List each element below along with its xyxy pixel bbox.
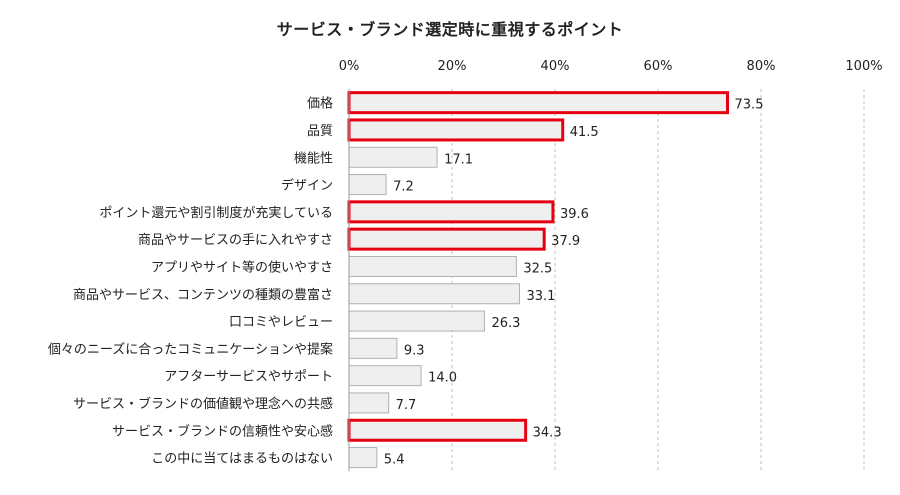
value-label: 39.6 [560, 207, 589, 222]
category-label: 品質 [307, 124, 333, 139]
bar-highlighted [347, 118, 565, 142]
bar [348, 392, 390, 414]
bar [348, 365, 422, 387]
chart-title: サービス・ブランド選定時に重視するポイント [276, 20, 624, 39]
x-tick-label: 60% [644, 59, 673, 74]
bar [348, 337, 398, 359]
value-label: 9.3 [404, 343, 425, 358]
bar-highlighted [347, 200, 555, 224]
bar [348, 174, 387, 196]
value-label: 34.3 [533, 425, 562, 440]
value-label: 37.9 [551, 234, 580, 249]
category-label: デザイン [281, 178, 333, 194]
category-label: サービス・ブランドの信頼性や安心感 [112, 423, 333, 439]
category-label: アプリやサイト等の使いやすさ [151, 259, 333, 275]
value-label: 33.1 [526, 289, 555, 304]
category-label: 口コミやレビュー [229, 315, 333, 330]
value-label: 32.5 [523, 261, 552, 276]
bar-highlighted [347, 227, 546, 251]
x-tick-label: 20% [438, 59, 467, 74]
value-label: 73.5 [735, 98, 764, 113]
category-label: 個々のニーズに合ったコミュニケーションや提案 [48, 341, 333, 357]
x-tick-label: 0% [339, 59, 360, 74]
value-label: 17.1 [444, 152, 473, 167]
bar [348, 447, 378, 469]
bar [348, 310, 485, 332]
x-tick-label: 40% [541, 59, 570, 74]
value-label: 14.0 [428, 371, 457, 386]
bar-highlighted [347, 418, 528, 442]
category-label: ポイント還元や割引制度が充実している [99, 205, 333, 221]
x-tick-label: 80% [747, 59, 776, 74]
value-label: 7.2 [393, 180, 414, 195]
value-label: 7.7 [396, 398, 417, 413]
category-label: 商品やサービスの手に入れやすさ [138, 233, 333, 248]
bar [348, 146, 438, 168]
bar-highlighted [347, 91, 730, 115]
x-tick-label: 100% [845, 59, 882, 74]
value-label: 5.4 [384, 453, 405, 468]
bar [348, 283, 520, 305]
category-label: 商品やサービス、コンテンツの種類の豊富さ [73, 287, 333, 303]
category-label: 機能性 [294, 151, 333, 166]
category-label: 価格 [307, 96, 333, 112]
value-label: 26.3 [491, 316, 520, 331]
category-label: サービス・ブランドの価値観や理念への共感 [73, 396, 333, 412]
value-label: 41.5 [570, 125, 599, 140]
category-label: アフターサービスやサポート [164, 370, 333, 385]
bar [348, 255, 517, 277]
category-label: この中に当てはまるものはない [151, 452, 333, 467]
